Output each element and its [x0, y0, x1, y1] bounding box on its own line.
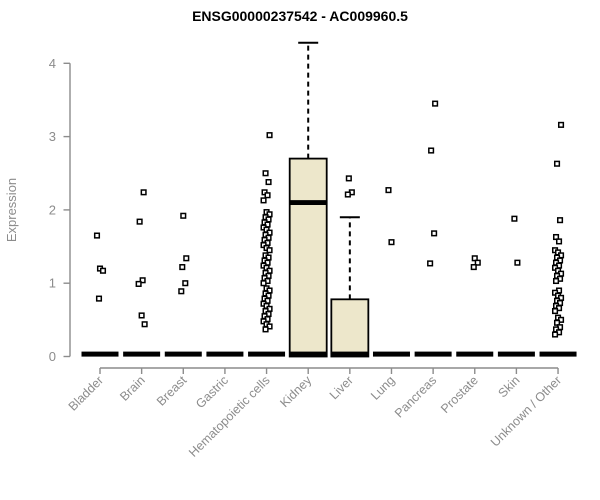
zero-median-bar	[164, 351, 202, 357]
data-point	[262, 170, 269, 177]
y-axis-tick-label: 2	[49, 202, 56, 217]
data-point	[432, 100, 439, 107]
y-axis-tick-label: 1	[49, 276, 56, 291]
x-axis-label: Unknown / Other	[488, 373, 564, 449]
x-axis-label: Liver	[327, 373, 356, 402]
data-point	[264, 192, 271, 199]
data-point	[474, 259, 481, 266]
data-point	[427, 260, 434, 267]
iqr-box	[288, 157, 328, 358]
data-point	[99, 267, 107, 274]
data-point	[260, 280, 267, 287]
data-point	[135, 280, 142, 287]
data-point	[556, 217, 564, 224]
zero-median-bar	[539, 351, 577, 357]
data-point	[262, 326, 269, 333]
data-point	[344, 191, 351, 198]
x-axis-label: Brain	[117, 373, 148, 404]
zero-median-bar	[372, 351, 410, 357]
data-point	[141, 321, 148, 328]
data-point	[551, 308, 559, 315]
data-point	[266, 132, 273, 139]
data-point	[552, 277, 560, 285]
x-axis-label: Prostate	[438, 373, 481, 416]
zero-median-bar	[81, 351, 119, 357]
x-axis-label: Skin	[495, 373, 522, 400]
data-point	[470, 264, 477, 271]
data-point	[511, 215, 518, 222]
data-point	[385, 187, 392, 194]
data-point	[555, 238, 563, 245]
zero-median-bar	[289, 351, 327, 357]
x-axis-label: Pancreas	[392, 373, 439, 420]
zero-median-bar	[206, 351, 244, 357]
data-point	[138, 312, 145, 319]
zero-median-bar	[497, 351, 535, 357]
y-axis-tick-label: 4	[49, 56, 56, 71]
data-point	[93, 232, 101, 239]
data-point	[265, 178, 272, 186]
data-point	[136, 218, 143, 225]
data-point	[179, 264, 186, 271]
data-point	[182, 280, 189, 287]
data-point	[388, 239, 395, 246]
data-point	[266, 247, 273, 254]
chart-title: ENSG00000237542 - AC009960.5	[192, 8, 408, 24]
zero-median-bar	[331, 351, 369, 357]
data-point	[139, 277, 146, 284]
data-point	[178, 288, 185, 295]
data-point	[183, 255, 190, 262]
zero-median-bar	[456, 351, 494, 357]
data-point	[428, 147, 435, 154]
x-axis-label: Kidney	[277, 373, 314, 410]
zero-median-bar	[123, 351, 161, 357]
data-point	[140, 189, 147, 196]
iqr-box	[330, 298, 370, 358]
data-point	[553, 160, 561, 167]
data-point	[557, 121, 565, 128]
x-axis-label: Breast	[154, 373, 190, 409]
data-points	[93, 100, 565, 338]
x-axis-label: Bladder	[66, 373, 106, 413]
data-point	[180, 212, 187, 219]
data-point	[514, 259, 521, 266]
data-point	[95, 295, 103, 302]
data-point	[551, 331, 559, 338]
zero-median-bar	[248, 351, 286, 357]
y-axis-tick-label: 0	[49, 349, 56, 364]
y-axis-tick-label: 3	[49, 129, 56, 144]
x-axis-label: Hematopoietic cells	[186, 373, 273, 460]
y-axis-title: Expression	[4, 178, 19, 242]
data-point	[260, 197, 267, 204]
data-point	[345, 175, 352, 182]
x-axis-label: Lung	[368, 373, 398, 403]
x-axis-label: Gastric	[193, 373, 231, 411]
zero-median-bar	[414, 351, 452, 357]
boxplots	[81, 41, 577, 358]
data-point	[431, 230, 438, 237]
